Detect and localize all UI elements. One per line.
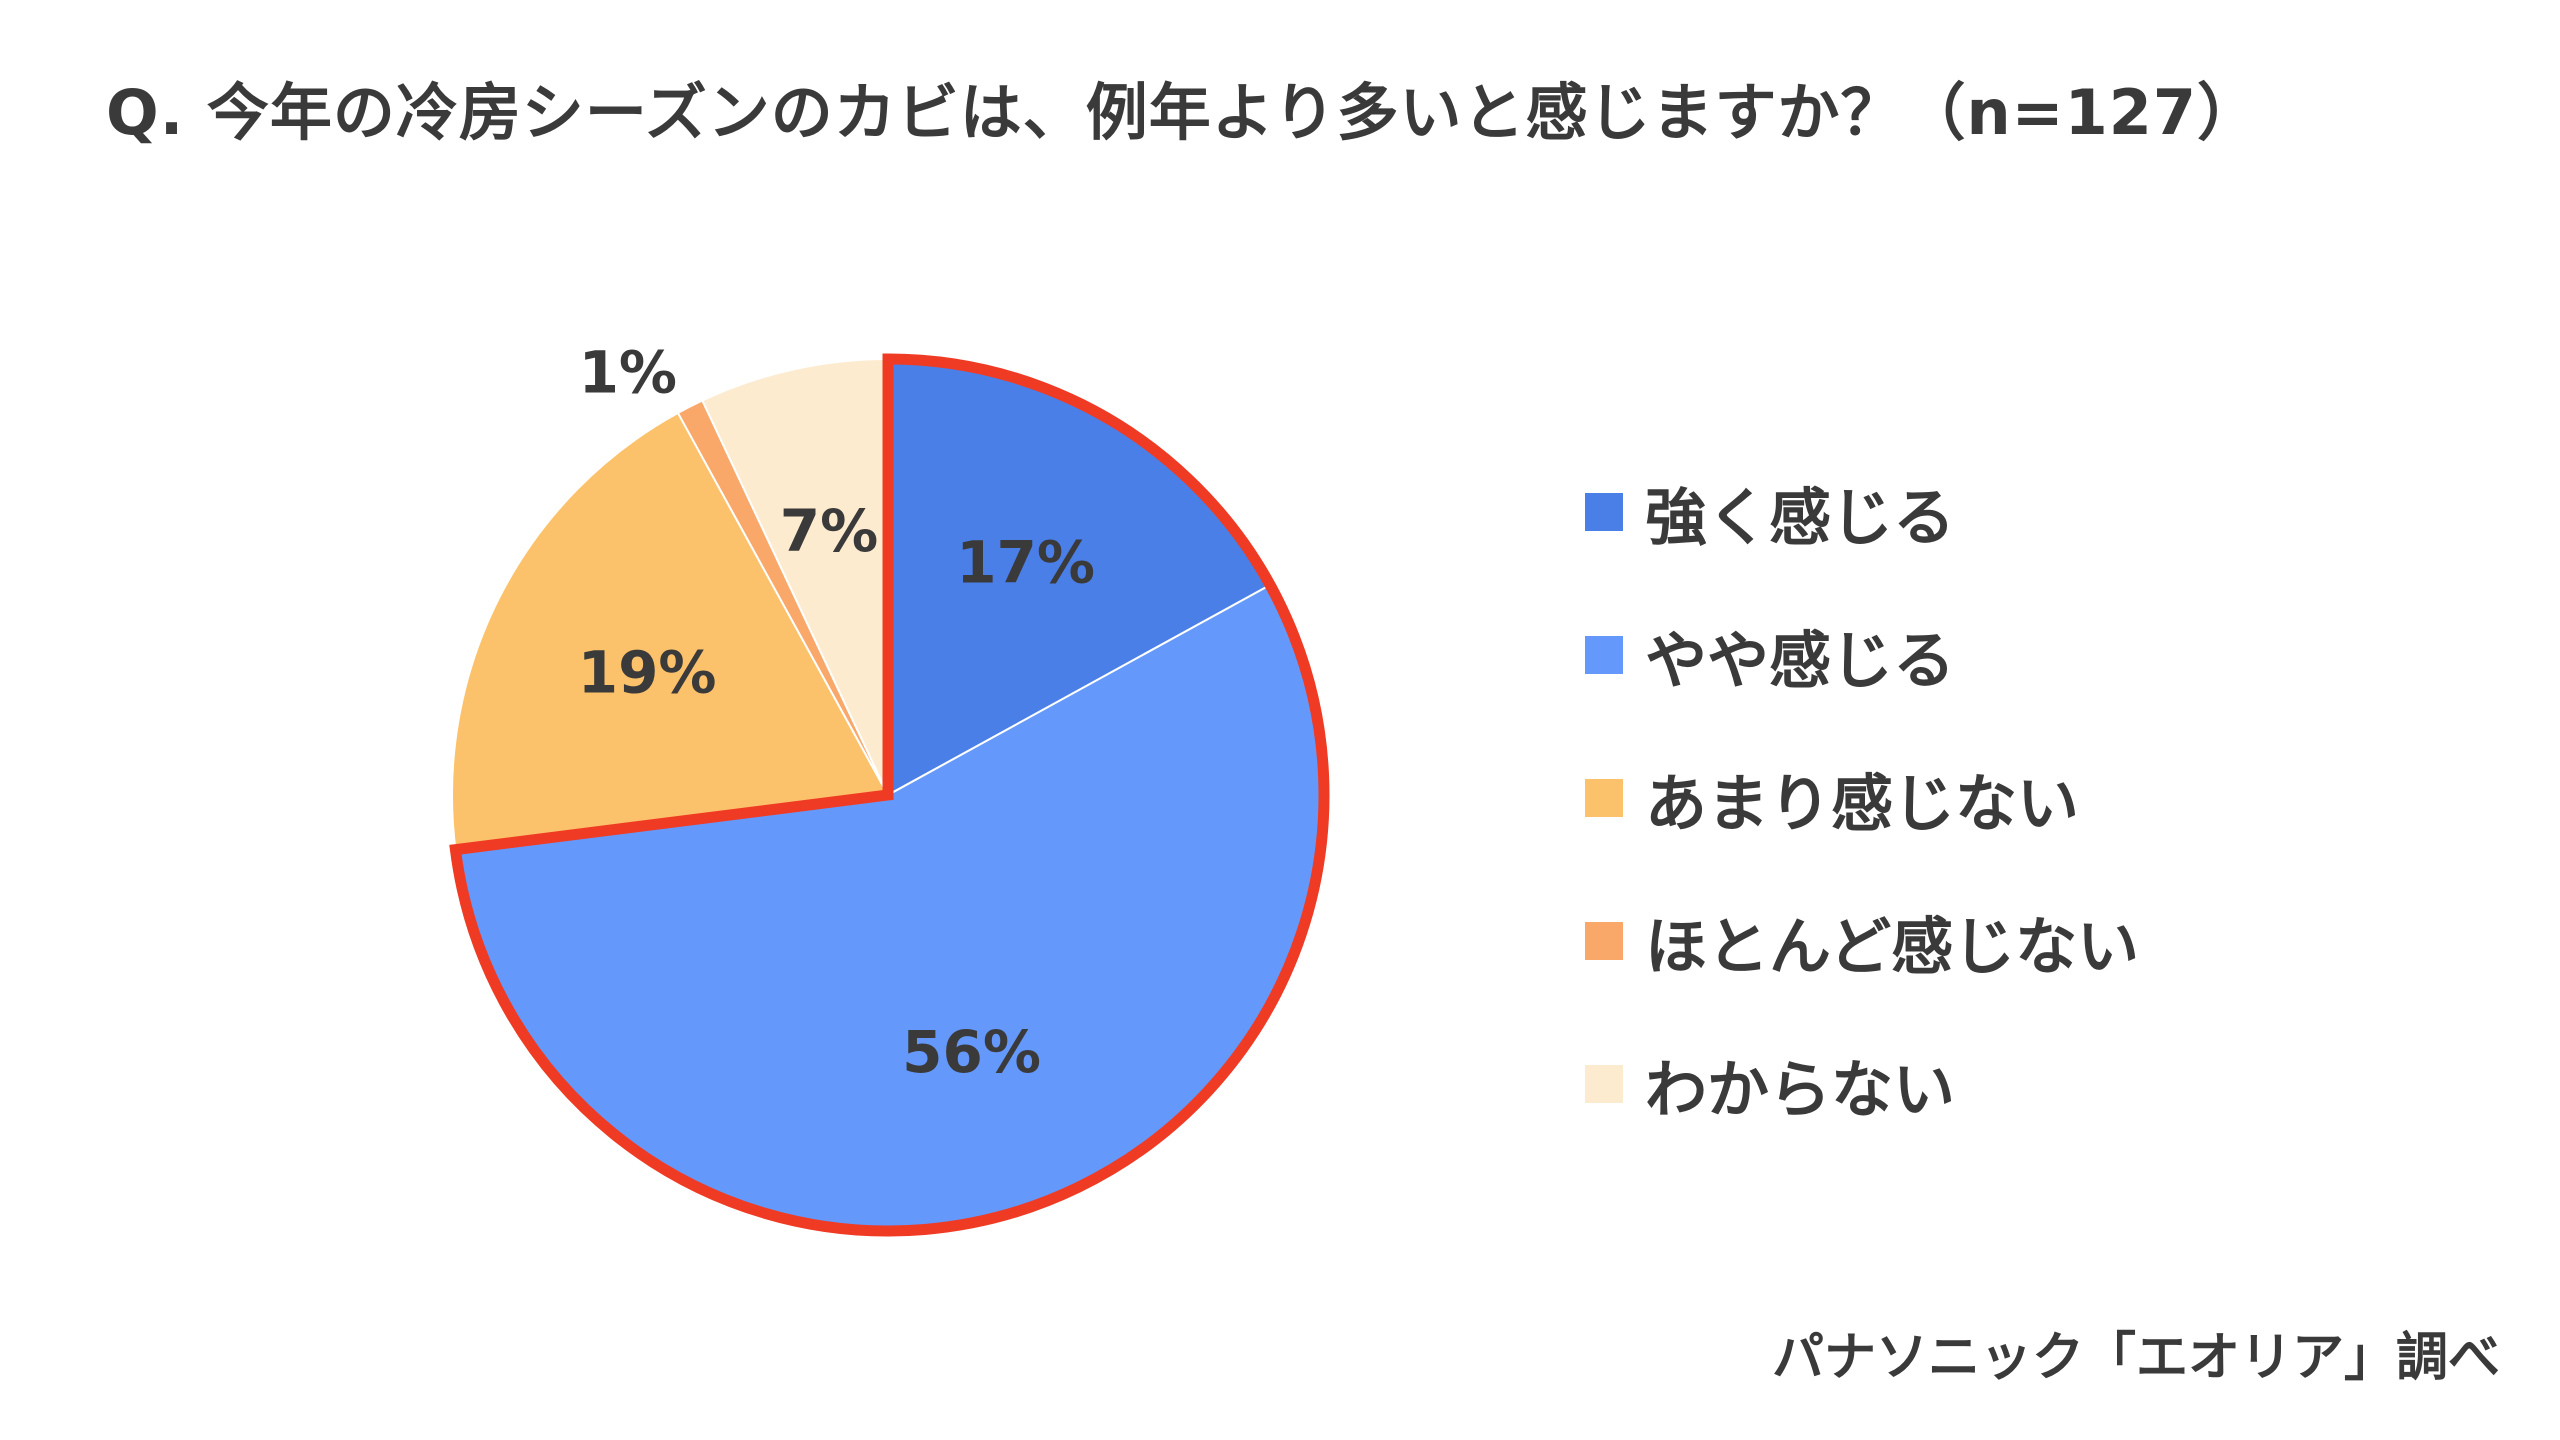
legend-swatch	[1585, 1064, 1623, 1103]
legend-item-somewhat: やや感じる	[1585, 583, 2139, 726]
legend-item-strongly: 強く感じる	[1585, 440, 2139, 583]
pie-slice-label: 1%	[579, 339, 677, 407]
pie-slice-label: 7%	[780, 497, 878, 565]
legend-label: わからない	[1645, 1052, 1956, 1126]
legend-swatch	[1585, 778, 1623, 817]
pie-labels: 17% 56% 19% 1% 7%	[578, 339, 1095, 1086]
pie-slice-label: 17%	[956, 528, 1095, 596]
pie-slices	[451, 357, 1325, 1232]
pie-slice-label: 56%	[902, 1018, 1041, 1086]
legend-item-hardly: ほとんど感じない	[1585, 869, 2139, 1012]
legend-label: 強く感じる	[1645, 480, 1956, 554]
chart-legend: 強く感じる やや感じる あまり感じない ほとんど感じない わからない	[1585, 440, 2139, 1155]
source-note: パナソニック「エオリア」調べ	[1771, 1328, 2500, 1388]
pie-slice-label: 19%	[578, 638, 717, 706]
pie-highlight-outline	[449, 353, 1330, 1237]
legend-label: あまり感じない	[1645, 766, 2080, 840]
legend-swatch	[1585, 492, 1623, 531]
pie-slice	[701, 357, 889, 796]
legend-swatch	[1585, 635, 1623, 674]
legend-swatch	[1585, 921, 1623, 960]
legend-item-dont-know: わからない	[1585, 1012, 2139, 1155]
page-title: Q. 今年の冷房シーズンのカビは、例年より多いと感じますか？（n=127）	[106, 76, 2261, 149]
legend-item-not-much: あまり感じない	[1585, 726, 2139, 869]
legend-label: ほとんど感じない	[1645, 909, 2140, 983]
legend-label: やや感じる	[1645, 623, 1956, 697]
pie-slice	[451, 411, 890, 851]
